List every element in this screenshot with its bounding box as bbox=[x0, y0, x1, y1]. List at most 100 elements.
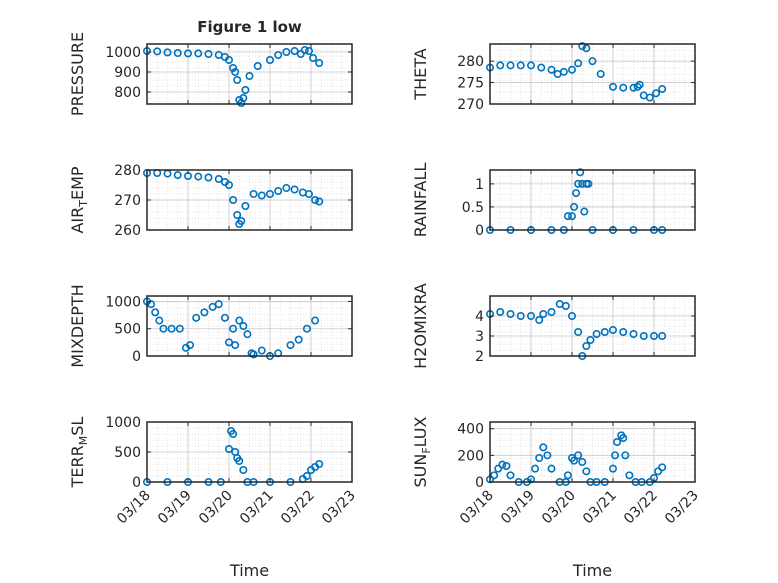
data-point bbox=[204, 49, 213, 58]
data-point bbox=[231, 341, 240, 350]
y-axis-label: H2OMIXRA bbox=[411, 283, 430, 369]
data-point bbox=[547, 464, 556, 473]
data-point bbox=[290, 46, 299, 55]
data-point bbox=[282, 47, 291, 56]
data-point bbox=[265, 55, 274, 64]
data-point bbox=[506, 471, 515, 480]
data-point bbox=[498, 460, 507, 469]
y-label-part: TERR bbox=[68, 445, 87, 488]
axes-box bbox=[489, 43, 696, 105]
data-point bbox=[582, 341, 591, 350]
y-tick-label: 260 bbox=[114, 223, 141, 239]
y-label-part: AIR bbox=[68, 207, 87, 234]
data-point bbox=[186, 341, 195, 350]
data-point bbox=[239, 321, 248, 330]
data-point bbox=[608, 82, 617, 91]
data-point bbox=[535, 453, 544, 462]
data-point bbox=[563, 212, 572, 221]
data-point bbox=[257, 191, 266, 200]
y-axis-label: RAINFALL bbox=[411, 163, 430, 238]
data-point bbox=[208, 302, 217, 311]
data-point bbox=[229, 196, 238, 205]
data-point bbox=[506, 61, 515, 70]
data-point bbox=[654, 467, 663, 476]
data-point bbox=[274, 50, 283, 59]
y-label-part: LUX bbox=[411, 416, 430, 447]
data-point bbox=[304, 46, 313, 55]
data-point bbox=[496, 61, 505, 70]
data-point bbox=[570, 202, 579, 211]
data-point bbox=[294, 335, 303, 344]
subplot-6: 2 3 4 H2OMIXRA bbox=[411, 283, 696, 369]
data-point bbox=[608, 325, 617, 334]
data-point bbox=[225, 181, 234, 190]
y-axis-label: SUNFLUX bbox=[411, 416, 433, 487]
data-point bbox=[608, 464, 617, 473]
data-point bbox=[516, 61, 525, 70]
x-axis-label: Time bbox=[572, 561, 612, 580]
data-point bbox=[200, 308, 209, 317]
data-point bbox=[578, 42, 587, 51]
y-tick-label: 0.5 bbox=[462, 200, 484, 216]
axes-box bbox=[489, 295, 696, 357]
data-point bbox=[155, 316, 164, 325]
data-point bbox=[543, 451, 552, 460]
data-point bbox=[539, 443, 548, 452]
subplot-2: 270 275 280 THETA bbox=[411, 42, 696, 113]
data-point bbox=[502, 461, 511, 470]
y-label-subscript: F bbox=[420, 447, 433, 453]
chart-title: Figure 1 low bbox=[197, 18, 302, 36]
axes-box bbox=[489, 169, 696, 231]
data-point bbox=[229, 429, 238, 438]
data-point bbox=[494, 464, 503, 473]
data-point bbox=[220, 313, 229, 322]
data-point bbox=[613, 437, 622, 446]
data-point bbox=[192, 313, 201, 322]
data-point bbox=[245, 72, 254, 81]
data-point bbox=[600, 327, 609, 336]
data-point bbox=[173, 171, 182, 180]
data-point bbox=[537, 63, 546, 72]
y-tick-label: 1000 bbox=[105, 45, 141, 61]
data-point bbox=[576, 168, 585, 177]
y-tick-label: 2 bbox=[475, 349, 484, 365]
data-point bbox=[629, 329, 638, 338]
y-tick-label: 270 bbox=[457, 97, 484, 113]
y-tick-label: 500 bbox=[114, 322, 141, 338]
data-point bbox=[547, 65, 556, 74]
y-tick-label: 1000 bbox=[105, 294, 141, 310]
axes-box bbox=[146, 43, 353, 105]
data-point bbox=[153, 47, 162, 56]
data-point bbox=[582, 44, 591, 53]
data-point bbox=[635, 80, 644, 89]
y-axis-label: AIRTEMP bbox=[68, 166, 90, 233]
data-point bbox=[237, 217, 246, 226]
data-point bbox=[592, 329, 601, 338]
data-point bbox=[535, 315, 544, 324]
data-point bbox=[290, 185, 299, 194]
data-point bbox=[243, 330, 252, 339]
data-point bbox=[241, 202, 250, 211]
data-point bbox=[214, 175, 223, 184]
data-point bbox=[496, 307, 505, 316]
data-point bbox=[235, 316, 244, 325]
y-axis-label: MIXDEPTH bbox=[68, 284, 87, 367]
data-point bbox=[658, 331, 667, 340]
data-point bbox=[559, 67, 568, 76]
data-point bbox=[645, 93, 654, 102]
data-point bbox=[151, 308, 160, 317]
data-point bbox=[658, 463, 667, 472]
data-point bbox=[611, 451, 620, 460]
data-point bbox=[547, 307, 556, 316]
data-point bbox=[231, 68, 240, 77]
data-point bbox=[159, 324, 168, 333]
data-point bbox=[309, 53, 318, 62]
data-point bbox=[574, 327, 583, 336]
data-point bbox=[652, 89, 661, 98]
data-point bbox=[302, 324, 311, 333]
y-label-subscript: T bbox=[77, 200, 90, 208]
data-point bbox=[625, 471, 634, 480]
axes-box bbox=[489, 421, 696, 483]
data-point bbox=[506, 309, 515, 318]
data-point bbox=[302, 471, 311, 480]
